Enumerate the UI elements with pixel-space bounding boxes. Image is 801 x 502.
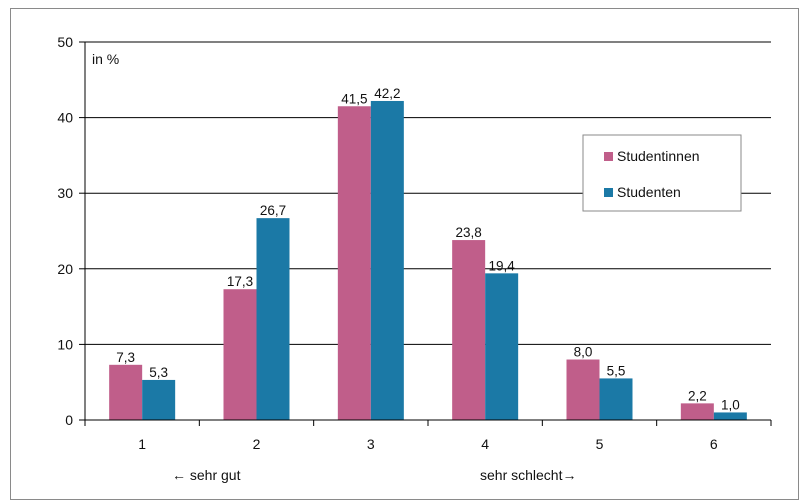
bar-studenten-2 xyxy=(256,218,290,420)
y-tick-label-20: 20 xyxy=(57,261,73,277)
bar-studentinnen-2 xyxy=(223,289,257,420)
value-label-studenten-6: 1,0 xyxy=(721,397,740,412)
bar-studenten-4 xyxy=(485,273,519,420)
y-tick-label-0: 0 xyxy=(65,412,73,428)
value-label-studentinnen-4: 23,8 xyxy=(456,225,482,240)
x-tick-label-5: 5 xyxy=(596,436,604,452)
x-tick-label-2: 2 xyxy=(253,436,261,452)
bars xyxy=(109,100,747,420)
bar-studenten-6 xyxy=(713,412,747,420)
value-label-studentinnen-6: 2,2 xyxy=(688,388,707,403)
unit-label: in % xyxy=(92,51,119,67)
bar-studentinnen-5 xyxy=(566,359,600,420)
bar-studentinnen-4 xyxy=(452,240,486,420)
legend-label-studentinnen: Studentinnen xyxy=(617,148,700,164)
value-labels: 7,3 17,3 41,5 23,8 8,0 2,2 5,3 26,7 42,2 19,4 5,5 1… xyxy=(116,86,739,412)
legend-swatch-studenten xyxy=(604,188,613,197)
value-label-studentinnen-2: 17,3 xyxy=(227,274,253,289)
legend-label-studenten: Studenten xyxy=(617,184,681,200)
value-label-studentinnen-3: 41,5 xyxy=(341,91,367,106)
legend: Studentinnen Studenten xyxy=(582,134,742,212)
legend-box xyxy=(582,134,742,212)
value-label-studenten-4: 19,4 xyxy=(489,258,516,273)
axes: 0 10 20 30 40 50 1 2 3 4 5 6 xyxy=(57,34,772,452)
value-label-studenten-1: 5,3 xyxy=(149,365,168,380)
x-tick-label-1: 1 xyxy=(138,436,146,452)
x-tick-label-4: 4 xyxy=(481,436,489,452)
bar-studentinnen-3 xyxy=(337,106,371,420)
bar-studenten-5 xyxy=(599,378,633,420)
grid-lines xyxy=(85,41,771,345)
y-tick-label-30: 30 xyxy=(57,185,73,201)
bar-studentinnen-6 xyxy=(680,403,714,420)
value-label-studentinnen-1: 7,3 xyxy=(116,350,135,365)
value-label-studenten-3: 42,2 xyxy=(374,86,400,101)
y-tick-label-10: 10 xyxy=(57,336,73,352)
y-tick-label-50: 50 xyxy=(57,34,73,50)
value-label-studenten-2: 26,7 xyxy=(260,203,286,218)
value-label-studenten-5: 5,5 xyxy=(607,363,626,378)
x-tick-label-6: 6 xyxy=(710,436,718,452)
bar-studenten-1 xyxy=(142,379,176,420)
x-tick-label-3: 3 xyxy=(367,436,375,452)
y-tick-label-40: 40 xyxy=(57,110,73,126)
legend-swatch-studentinnen xyxy=(604,152,613,161)
value-label-studentinnen-5: 8,0 xyxy=(574,345,593,360)
bar-studenten-3 xyxy=(370,100,404,420)
bar-studentinnen-1 xyxy=(109,364,143,420)
annotation-sehr-schlecht: sehr schlecht→ xyxy=(480,467,576,483)
annotation-sehr-gut: ← sehr gut xyxy=(172,467,241,483)
